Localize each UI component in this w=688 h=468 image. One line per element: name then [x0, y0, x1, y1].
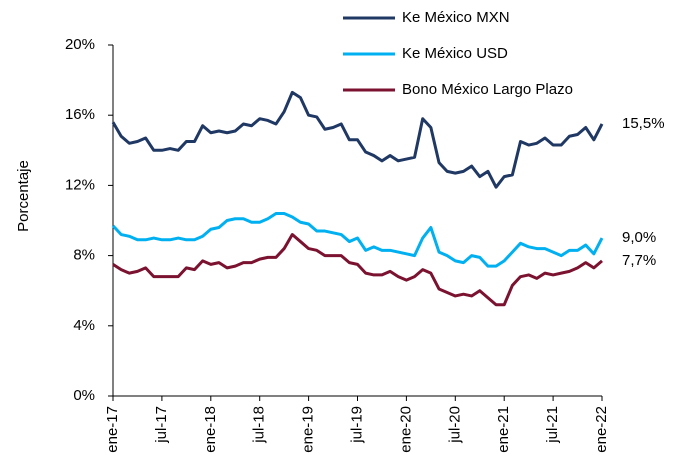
- y-axis-label: Porcentaje: [15, 160, 32, 232]
- data-label: 9,0%: [622, 229, 656, 246]
- y-tick-label: 12%: [65, 176, 95, 193]
- line-series: [111, 90, 604, 189]
- x-tick-label: ene-21: [495, 406, 512, 453]
- x-tick-label: ene-22: [593, 406, 610, 453]
- legend-label: Bono México Largo Plazo: [402, 81, 573, 98]
- x-tick-label: jul-20: [446, 406, 463, 444]
- y-tick-label: 0%: [73, 387, 95, 404]
- legend-label: Ke México USD: [402, 45, 508, 62]
- y-tick-label: 4%: [73, 317, 95, 334]
- line-series: [112, 233, 603, 307]
- x-tick-label: ene-18: [202, 406, 219, 453]
- x-tick-label: ene-20: [397, 406, 414, 453]
- line-series: [111, 211, 604, 268]
- x-tick-label: jul-17: [153, 406, 170, 444]
- y-tick-label: 20%: [65, 36, 95, 53]
- legend-label: Ke México MXN: [402, 9, 510, 26]
- y-tick-label: 16%: [65, 106, 95, 123]
- data-label: 15,5%: [622, 115, 665, 132]
- data-label: 7,7%: [622, 252, 656, 269]
- x-tick-label: jul-18: [251, 406, 268, 444]
- x-tick-label: jul-21: [544, 406, 561, 444]
- x-tick-label: ene-19: [300, 406, 317, 453]
- x-tick-label: ene-17: [104, 406, 121, 453]
- y-tick-label: 8%: [73, 247, 95, 264]
- x-tick-label: jul-19: [348, 406, 365, 444]
